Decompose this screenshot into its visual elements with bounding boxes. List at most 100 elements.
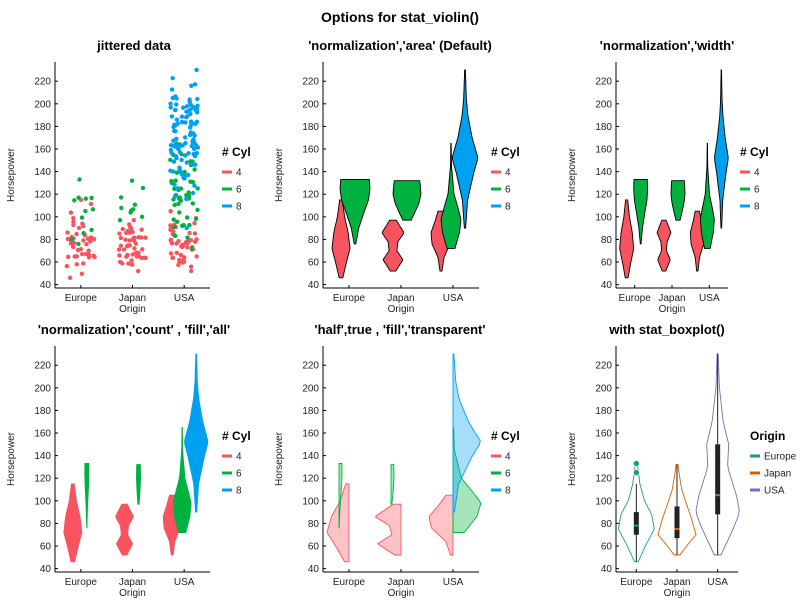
data-point [183,141,188,146]
data-point [126,261,131,266]
boxplot-box [633,512,639,535]
y-tick-label: 220 [595,361,612,372]
data-point [187,230,192,236]
legend-entry: Japan [764,469,791,480]
y-axis-label: Horsepower [567,431,578,486]
data-point [143,235,148,240]
data-point [77,177,82,182]
data-point [168,209,173,214]
data-point [195,145,201,150]
y-axis-label: Horsepower [567,147,578,202]
data-point [169,150,174,155]
violin-eu4 [326,483,350,563]
legend-entry: USA [764,486,785,497]
legend-entry: 4 [754,168,760,179]
panel-1: jittered data 40 60 80 100 120 140 160 180 200 220… [6,38,251,315]
y-tick-label: 160 [34,429,51,440]
panel-2: 'normalization','area' (Default) 40 60 80 10… [274,38,520,315]
data-point [65,236,71,242]
data-point [180,244,185,250]
data-point [173,154,179,159]
violin-ja6 [670,180,686,221]
y-tick-label: 180 [302,406,319,417]
violin-eu4 [619,199,635,279]
violin-us8 [714,69,729,229]
legend-title: # Cyl [491,145,520,159]
legend-entry: 6 [236,185,242,196]
x-tick-label: Europe [333,293,366,304]
violin-eu6 [84,463,90,529]
data-point [177,142,183,147]
y-tick-label: 160 [302,429,319,440]
data-point [86,248,91,253]
data-point [183,153,188,158]
data-point [71,216,76,221]
y-tick-label: 200 [302,99,319,110]
violin-us6 [699,142,715,249]
y-tick-label: 120 [302,190,319,201]
data-point [185,235,190,240]
y-tick-label: 200 [302,383,319,394]
data-point [191,105,196,110]
data-point [70,244,76,250]
data-point [84,242,89,247]
data-point [168,251,174,256]
data-point [189,246,194,251]
data-point [175,186,180,191]
data-point [182,255,187,260]
data-point [81,223,86,229]
x-tick-label: USA [707,577,728,588]
data-point [175,219,180,224]
panel-title: jittered data [96,38,171,53]
y-tick-label: 160 [34,145,51,156]
y-tick-label: 40 [40,280,52,291]
data-point [168,101,173,106]
data-point [168,143,174,148]
legend-entry: 6 [754,185,760,196]
x-axis-label: Origin [388,588,415,599]
panel-title: 'half',true , 'fill','transparent' [315,322,486,337]
data-point [185,240,191,245]
y-tick-label: 180 [34,406,51,417]
data-point [168,227,173,233]
legend-title: # Cyl [491,429,520,443]
y-tick-label: 120 [595,190,612,201]
data-point [193,162,198,167]
y-tick-label: 80 [601,519,613,530]
y-tick-label: 100 [34,496,51,507]
legend-title: # Cyl [740,145,769,159]
legend-title: Origin [750,429,785,443]
data-point [129,178,135,183]
y-tick-label: 120 [302,474,319,485]
data-point [169,114,175,119]
y-axis-label: Horsepower [6,147,17,202]
data-point [132,202,138,207]
y-tick-label: 220 [302,361,319,372]
x-tick-label: Japan [119,577,146,588]
data-point [119,205,124,211]
data-point [79,215,85,220]
data-point [195,207,200,213]
y-tick-label: 60 [601,542,613,553]
y-tick-label: 200 [34,383,51,394]
data-point [83,208,88,214]
data-point [127,238,132,243]
data-point [127,243,132,248]
x-tick-label: Europe [619,293,652,304]
legend-entry: 8 [505,486,511,497]
data-point [192,239,198,244]
violin-us6 [440,142,462,249]
data-point [189,143,194,149]
y-tick-label: 140 [302,167,319,178]
y-tick-label: 80 [308,235,320,246]
data-point [171,217,176,222]
data-point [168,223,173,228]
y-tick-label: 120 [34,190,51,201]
data-point [188,111,193,117]
data-point [179,114,185,119]
data-point [83,196,89,201]
x-tick-label: Europe [333,577,366,588]
data-point [118,235,124,241]
violin-origin-2 [657,464,697,556]
data-point [170,76,175,81]
